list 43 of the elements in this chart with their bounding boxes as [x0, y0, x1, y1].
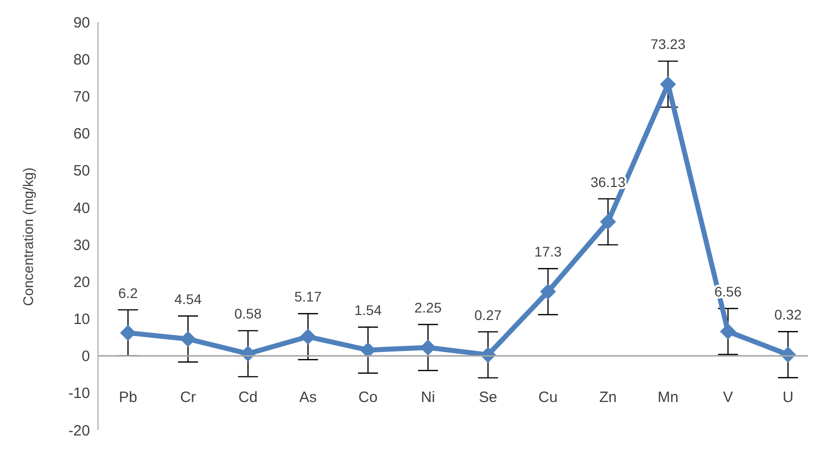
data-label: 0.32	[774, 306, 802, 323]
x-tick-label: Zn	[599, 388, 617, 406]
x-tick-label: Se	[478, 388, 498, 406]
x-tick-label: V	[722, 388, 734, 406]
x-tick-label: Ni	[420, 388, 436, 406]
y-tick-label: 40	[73, 200, 90, 217]
x-tick-label: Mn	[658, 388, 678, 406]
y-tick-label: 0	[82, 348, 90, 366]
data-label: 0.27	[474, 306, 502, 323]
data-label: 1.54	[354, 302, 382, 318]
y-tick-label: 30	[73, 236, 90, 254]
y-tick-label: 90	[73, 14, 90, 32]
x-tick-label: Cd	[238, 388, 258, 406]
x-tick-label: Pb	[118, 388, 138, 406]
y-tick-label: -20	[68, 422, 90, 440]
point	[180, 330, 196, 347]
y-tick-label: 10	[73, 311, 90, 328]
point	[420, 339, 436, 356]
data-label: 5.17	[294, 288, 322, 305]
y-tick-label: 20	[73, 274, 90, 291]
x-tick-label: Co	[358, 388, 378, 406]
data-label: 73.23	[650, 36, 686, 52]
y-tick-label: 60	[73, 126, 90, 143]
point	[600, 214, 616, 230]
x-tick-label: U	[782, 388, 794, 406]
data-label: 6.2	[118, 284, 138, 301]
x-tick-label: Cu	[538, 388, 558, 406]
point	[720, 323, 736, 340]
point	[120, 324, 136, 341]
y-axis-title: Concentration (mg/kg)	[20, 167, 36, 306]
y-tick-label: -10	[68, 385, 90, 402]
data-label: 2.25	[414, 299, 442, 316]
data-label: 17.3	[534, 244, 562, 260]
y-tick-label: 70	[73, 88, 90, 106]
point	[300, 328, 316, 345]
y-tick-label: 50	[73, 162, 90, 180]
data-label: 4.54	[174, 290, 202, 307]
data-label: 0.58	[234, 306, 262, 322]
x-tick-label: As	[299, 388, 317, 406]
x-tick-label: Cr	[180, 388, 196, 406]
point	[540, 284, 556, 300]
point	[360, 342, 376, 358]
y-tick-label: 80	[73, 51, 90, 68]
